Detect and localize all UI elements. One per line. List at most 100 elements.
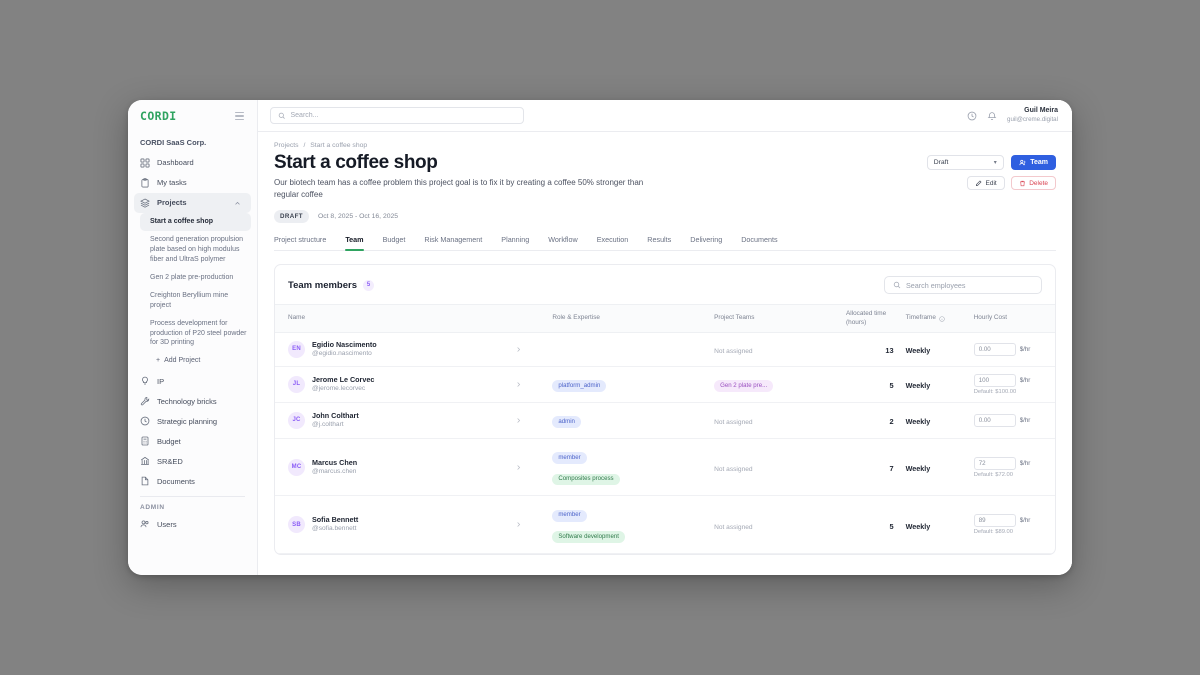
cell-cost: 0.00 $/hr xyxy=(967,402,1055,439)
app-logo[interactable]: CORDI xyxy=(140,109,177,123)
top-bar: Guil Meira guil@creme.digital xyxy=(258,100,1072,132)
sidebar-item-sred[interactable]: SR&ED xyxy=(128,451,257,471)
cell-role: member Software development xyxy=(546,495,709,554)
member-info: MC Marcus Chen @marcus.chen xyxy=(288,458,540,477)
tab-risk-management[interactable]: Risk Management xyxy=(424,235,483,245)
tab-documents[interactable]: Documents xyxy=(741,235,778,245)
cell-member: SB Sofia Bennett @sofia.bennett xyxy=(275,495,547,554)
document-icon xyxy=(140,476,150,486)
sidebar-item-technology-bricks[interactable]: Technology bricks xyxy=(128,391,257,411)
history-icon[interactable] xyxy=(967,111,977,121)
cost-input[interactable]: 0.00 xyxy=(973,342,1016,356)
timeframe-value: Weekly xyxy=(905,417,931,427)
column-header-allocated-time: Allocated time (hours) xyxy=(840,304,900,333)
tab-team[interactable]: Team xyxy=(345,235,364,252)
project-team-pill: Gen 2 plate pre... xyxy=(714,380,774,392)
tab-delivering[interactable]: Delivering xyxy=(690,235,723,245)
timeframe-value: Weekly xyxy=(905,346,931,356)
breadcrumb-current[interactable]: Start a coffee shop xyxy=(310,142,368,149)
employee-search[interactable] xyxy=(884,276,1042,295)
chevron-right-icon[interactable] xyxy=(515,417,540,424)
allocated-hours: 5 xyxy=(889,521,894,531)
user-profile[interactable]: Guil Meira guil@creme.digital xyxy=(1007,107,1058,124)
search-input[interactable] xyxy=(290,112,516,119)
member-name: Jerome Le Corvec xyxy=(312,374,375,384)
member-handle: @sofia.bennett xyxy=(312,524,357,532)
cost-input[interactable]: 100 xyxy=(973,373,1016,387)
cell-role: admin xyxy=(546,402,709,439)
team-card-header: Team members 5 xyxy=(275,265,1055,304)
sidebar-item-budget[interactable]: Budget xyxy=(128,431,257,451)
add-project-button[interactable]: + Add Project xyxy=(128,352,257,371)
cell-allocated: 13 xyxy=(840,332,900,367)
sidebar-project-gen-2-plate-pre-production[interactable]: Gen 2 plate pre-production xyxy=(150,273,234,281)
not-assigned-label: Not assigned xyxy=(714,419,753,427)
delete-button[interactable]: Delete xyxy=(1010,176,1056,190)
sidebar-project-process-development-p20[interactable]: Process development for production of P2… xyxy=(150,319,247,347)
search-icon xyxy=(278,112,286,120)
chevron-right-icon[interactable] xyxy=(515,464,540,471)
global-search[interactable] xyxy=(270,107,524,124)
table-row[interactable]: SB Sofia Bennett @sofia.bennett xyxy=(275,495,1055,554)
chevron-up-icon xyxy=(234,200,241,207)
cost-control: 0.00 $/hr xyxy=(973,413,1049,427)
sidebar-collapse-icon[interactable] xyxy=(233,110,246,123)
cell-teams: Not assigned xyxy=(708,402,841,439)
cost-default-label: Default: $89.00 xyxy=(973,529,1014,536)
edit-button[interactable]: Edit xyxy=(967,176,1005,190)
sidebar-project-start-a-coffee-shop[interactable]: Start a coffee shop xyxy=(140,213,251,231)
table-row[interactable]: JC John Colthart @j.colthart xyxy=(275,402,1055,439)
chevron-right-icon[interactable] xyxy=(515,381,540,388)
sidebar-project-creighton-beryllium-mine[interactable]: Creighton Beryllium mine project xyxy=(150,291,229,309)
sidebar-item-my-tasks[interactable]: My tasks xyxy=(128,173,257,193)
cost-input[interactable]: 72 xyxy=(973,456,1016,470)
employee-search-input[interactable] xyxy=(906,280,1033,290)
sidebar-item-ip[interactable]: IP xyxy=(128,371,257,391)
team-button[interactable]: Team xyxy=(1010,155,1056,170)
info-icon[interactable] xyxy=(939,315,945,322)
tab-planning[interactable]: Planning xyxy=(501,235,530,245)
timeframe-value: Weekly xyxy=(905,381,931,391)
sidebar-item-users[interactable]: Users xyxy=(128,514,257,534)
tab-project-structure[interactable]: Project structure xyxy=(274,235,327,245)
cell-cost: 72 $/hr Default: $72.00 xyxy=(967,438,1055,497)
tab-budget[interactable]: Budget xyxy=(382,235,406,245)
tab-workflow[interactable]: Workflow xyxy=(548,235,578,245)
cost-input[interactable]: 0.00 xyxy=(973,413,1016,427)
role-pill: member xyxy=(552,452,587,465)
chevron-right-icon[interactable] xyxy=(515,346,540,353)
table-row[interactable]: EN Egidio Nascimento @egidio.nascimento xyxy=(275,332,1055,367)
timeframe-label: Timeframe xyxy=(905,314,936,322)
role-pill: member xyxy=(552,509,587,522)
table-row[interactable]: JL Jerome Le Corvec @jerome.lecorvec xyxy=(275,366,1055,403)
cost-input[interactable]: 89 xyxy=(973,514,1016,528)
avatar: EN xyxy=(288,340,305,358)
tab-execution[interactable]: Execution xyxy=(596,235,629,245)
cell-teams: Gen 2 plate pre... xyxy=(708,366,841,403)
edit-button-label: Edit xyxy=(985,179,997,187)
cell-timeframe: Weekly xyxy=(899,366,968,403)
chevron-right-icon[interactable] xyxy=(515,521,540,528)
sidebar-item-documents[interactable]: Documents xyxy=(128,471,257,491)
allocated-line-2: (hours) xyxy=(846,318,867,326)
member-info: EN Egidio Nascimento @egidio.nascimento xyxy=(288,340,540,359)
table-row[interactable]: MC Marcus Chen @marcus.chen xyxy=(275,438,1055,497)
bell-icon[interactable] xyxy=(987,111,997,121)
sidebar-item-dashboard[interactable]: Dashboard xyxy=(128,153,257,173)
sidebar-item-strategic-planning[interactable]: Strategic planning xyxy=(128,411,257,431)
tab-results[interactable]: Results xyxy=(647,235,672,245)
cost-unit: $/hr xyxy=(1019,345,1031,353)
plus-icon: + xyxy=(156,357,161,365)
sidebar-project-second-generation-propulsion-plate[interactable]: Second generation propulsion plate based… xyxy=(150,235,244,263)
status-select-value: Draft xyxy=(933,159,949,166)
status-select[interactable]: Draft ▾ xyxy=(926,155,1004,170)
delete-button-label: Delete xyxy=(1029,179,1048,187)
cell-cost: 0.00 $/hr xyxy=(967,332,1055,367)
breadcrumb-projects[interactable]: Projects xyxy=(274,142,299,149)
cost-control: 72 $/hr xyxy=(973,456,1049,470)
sidebar-item-label: Strategic planning xyxy=(157,416,218,426)
timeframe-value: Weekly xyxy=(905,521,931,531)
cell-allocated: 5 xyxy=(840,495,900,554)
member-text: Marcus Chen @marcus.chen xyxy=(312,458,357,477)
sidebar-item-projects[interactable]: Projects xyxy=(134,193,251,213)
